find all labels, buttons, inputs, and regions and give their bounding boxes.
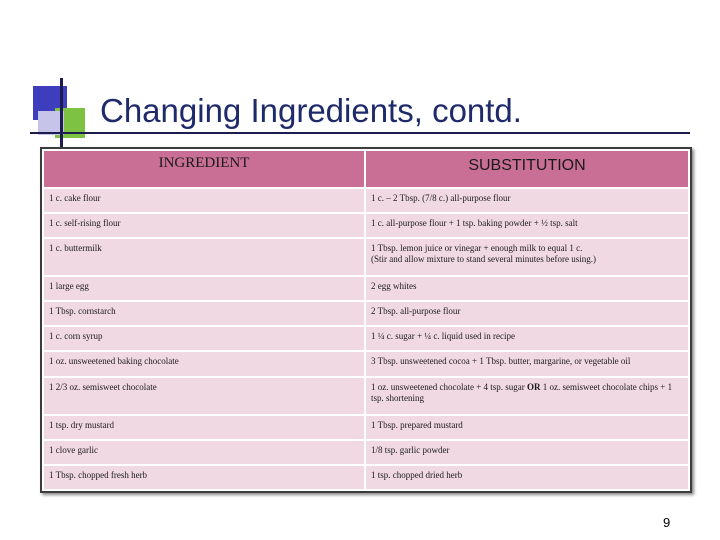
substitution-table: INGREDIENT SUBSTITUTION 1 c. cake flour … xyxy=(40,147,692,493)
ingredient-cell: 1 tsp. dry mustard xyxy=(44,416,364,439)
ingredient-cell: 1 c. corn syrup xyxy=(44,327,364,350)
slide-title: Changing Ingredients, contd. xyxy=(100,92,522,129)
table-row: 1 c. corn syrup 1 ¼ c. sugar + ¼ c. liqu… xyxy=(44,327,688,350)
substitution-cell: 1 c. – 2 Tbsp. (7/8 c.) all-purpose flou… xyxy=(366,189,688,212)
substitution-note: (Stir and allow mixture to stand several… xyxy=(371,254,596,264)
ingredient-cell: 1 oz. unsweetened baking chocolate xyxy=(44,352,364,376)
decorative-lilac-square xyxy=(38,111,64,135)
substitution-cell: 1 tsp. chopped dried herb xyxy=(366,466,688,489)
table-row: 1 oz. unsweetened baking chocolate 3 Tbs… xyxy=(44,352,688,376)
ingredient-cell: 1 large egg xyxy=(44,277,364,300)
or-keyword: OR xyxy=(527,382,541,392)
substitution-cell: 1 c. all-purpose flour + 1 tsp. baking p… xyxy=(366,214,688,237)
ingredient-cell: 1 c. buttermilk xyxy=(44,239,364,275)
ingredient-cell: 1 c. cake flour xyxy=(44,189,364,212)
table-row: 1 tsp. dry mustard 1 Tbsp. prepared must… xyxy=(44,416,688,439)
substitution-cell: 1 ¼ c. sugar + ¼ c. liquid used in recip… xyxy=(366,327,688,350)
table-row: 1 Tbsp. cornstarch 2 Tbsp. all-purpose f… xyxy=(44,302,688,325)
page-number: 9 xyxy=(663,515,671,530)
ingredient-cell: 1 2/3 oz. semisweet chocolate xyxy=(44,378,364,414)
substitution-text: 1 oz. semisweet chocolate chips + 1 tsp.… xyxy=(371,382,673,403)
table-row: 1 c. buttermilk 1 Tbsp. lemon juice or v… xyxy=(44,239,688,275)
title-underline xyxy=(30,132,690,134)
substitution-cell: 1 Tbsp. prepared mustard xyxy=(366,416,688,439)
ingredient-cell: 1 Tbsp. cornstarch xyxy=(44,302,364,325)
table-row: 1 Tbsp. chopped fresh herb 1 tsp. choppe… xyxy=(44,466,688,489)
ingredient-cell: 1 clove garlic xyxy=(44,441,364,464)
substitution-cell: 1/8 tsp. garlic powder xyxy=(366,441,688,464)
substitution-cell: 1 oz. unsweetened chocolate + 4 tsp. sug… xyxy=(366,378,688,414)
table-row: 1 c. cake flour 1 c. – 2 Tbsp. (7/8 c.) … xyxy=(44,189,688,212)
ingredient-cell: 1 c. self-rising flour xyxy=(44,214,364,237)
table-row: 1 c. self-rising flour 1 c. all-purpose … xyxy=(44,214,688,237)
substitution-cell: 1 Tbsp. lemon juice or vinegar + enough … xyxy=(366,239,688,275)
table-header-row: INGREDIENT SUBSTITUTION xyxy=(44,151,688,187)
ingredient-cell: 1 Tbsp. chopped fresh herb xyxy=(44,466,364,489)
table-row: 1 2/3 oz. semisweet chocolate 1 oz. unsw… xyxy=(44,378,688,414)
header-substitution: SUBSTITUTION xyxy=(366,151,688,187)
header-ingredient: INGREDIENT xyxy=(44,151,364,187)
substitution-cell: 3 Tbsp. unsweetened cocoa + 1 Tbsp. butt… xyxy=(366,352,688,376)
substitution-cell: 2 Tbsp. all-purpose flour xyxy=(366,302,688,325)
substitution-text: 1 oz. unsweetened chocolate + 4 tsp. sug… xyxy=(371,382,528,392)
table-row: 1 clove garlic 1/8 tsp. garlic powder xyxy=(44,441,688,464)
table-row: 1 large egg 2 egg whites xyxy=(44,277,688,300)
substitution-cell: 2 egg whites xyxy=(366,277,688,300)
decorative-vertical-line xyxy=(60,78,63,148)
substitution-line: 1 Tbsp. lemon juice or vinegar + enough … xyxy=(371,243,583,253)
